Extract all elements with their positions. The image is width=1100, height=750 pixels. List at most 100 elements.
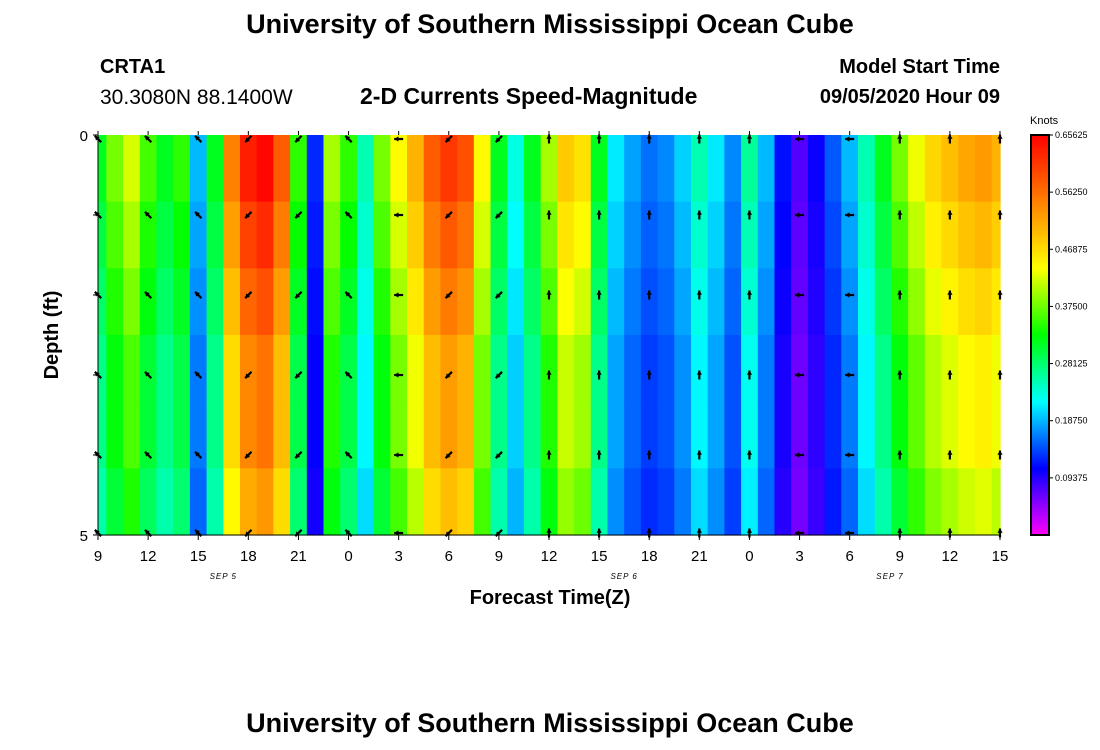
y-tick-label: 5: [80, 528, 88, 545]
heatmap-cell: [423, 335, 442, 403]
current-arrow: [746, 134, 753, 144]
heatmap-cell: [523, 335, 542, 403]
heatmap-cell: [924, 401, 943, 469]
heatmap-cell: [156, 335, 174, 403]
colorbar-tick-label: 0.56250: [1055, 187, 1088, 197]
heatmap-cell: [256, 335, 274, 403]
current-arrow: [494, 211, 503, 219]
heatmap-cell: [891, 268, 909, 336]
heatmap-cell: [306, 468, 325, 536]
colorbar-tick-label: 0.46875: [1055, 244, 1088, 254]
heatmap-cell: [574, 201, 592, 269]
heatmap-cell: [824, 135, 842, 203]
current-arrow: [795, 372, 805, 378]
heatmap-cell: [690, 335, 709, 403]
heatmap-cell: [791, 468, 809, 536]
heatmap-cell: [807, 335, 826, 403]
x-tick-label: 12: [140, 548, 157, 565]
heatmap-cell: [941, 468, 959, 536]
heatmap-cell: [841, 335, 859, 403]
x-tick-label: 21: [691, 548, 708, 565]
heatmap-cell: [824, 268, 842, 336]
current-arrow: [444, 371, 453, 379]
heatmap-cell: [139, 201, 158, 269]
current-arrow: [897, 370, 903, 380]
x-tick-label: 0: [344, 548, 352, 565]
heatmap-cell: [256, 268, 274, 336]
date-label: SEP 7: [876, 572, 903, 581]
heatmap-cell: [958, 335, 976, 403]
heatmap-cell: [690, 268, 709, 336]
heatmap-cell: [607, 135, 625, 203]
current-arrow: [795, 292, 805, 298]
heatmap-cell: [390, 335, 408, 403]
current-arrow: [546, 134, 552, 144]
current-arrow: [546, 450, 552, 460]
heatmap-cell: [757, 335, 776, 403]
current-arrow: [897, 290, 903, 300]
heatmap-cell: [373, 335, 391, 403]
heatmap-cell: [440, 468, 458, 536]
x-tick-label: 15: [190, 548, 207, 565]
heatmap-cell: [440, 335, 458, 403]
heatmap-cell: [941, 135, 959, 203]
heatmap-cell: [523, 401, 542, 469]
current-arrow: [795, 212, 805, 218]
heatmap-cell: [807, 468, 826, 536]
heatmap-cell: [173, 201, 191, 269]
heatmap-cell: [841, 468, 859, 536]
x-tick-label: 9: [495, 548, 503, 565]
heatmap-cell: [173, 401, 191, 469]
heatmap-cell: [507, 468, 525, 536]
heatmap-cell: [340, 335, 358, 403]
heatmap-cell: [874, 401, 893, 469]
heatmap-cell: [841, 401, 859, 469]
heatmap-cell: [624, 468, 642, 536]
heatmap-cell: [640, 468, 659, 536]
heatmap-cell: [407, 201, 425, 269]
heatmap-cell: [306, 201, 325, 269]
y-tick-label: 0: [80, 128, 88, 145]
heatmap-cell: [407, 135, 425, 203]
heatmap-cell: [507, 135, 525, 203]
heatmap-cell: [774, 201, 792, 269]
heatmap-cell: [557, 468, 575, 536]
heatmap-cell: [440, 201, 458, 269]
heatmap-cell: [273, 201, 291, 269]
x-tick-label: 9: [94, 548, 102, 565]
x-tick-label: 18: [641, 548, 658, 565]
heatmap-cell: [640, 268, 659, 336]
heatmap-cell: [757, 268, 776, 336]
current-arrow: [997, 450, 1003, 460]
heatmap-cell: [724, 135, 742, 203]
heatmap-cell: [741, 335, 759, 403]
heatmap-cell: [741, 135, 759, 203]
heatmap-cell: [674, 468, 692, 536]
heatmap-cell: [624, 335, 642, 403]
heatmap-cell: [356, 335, 375, 403]
heatmap-cell: [106, 135, 124, 203]
heatmap-cell: [791, 135, 809, 203]
current-arrow: [845, 136, 855, 142]
heatmap-cell: [239, 335, 258, 403]
heatmap-cell: [457, 401, 475, 469]
heatmap-cell: [473, 335, 492, 403]
colorbar-tick-label: 0.37500: [1055, 301, 1088, 311]
heatmap-cell: [657, 468, 675, 536]
heatmap-cell: [958, 401, 976, 469]
heatmap-cell: [607, 335, 625, 403]
heatmap-cell: [356, 268, 375, 336]
heatmap-cell: [908, 468, 926, 536]
heatmap-cell: [891, 468, 909, 536]
current-arrow: [646, 370, 652, 380]
heatmap-cell: [423, 135, 442, 203]
heatmap-cell: [640, 135, 659, 203]
current-arrow: [596, 450, 602, 460]
heatmap-cell: [724, 468, 742, 536]
heatmap-cell: [774, 268, 792, 336]
heatmap-cell: [741, 401, 759, 469]
heatmap-cell: [390, 268, 408, 336]
current-arrow: [546, 290, 552, 300]
heatmap-cell: [156, 201, 174, 269]
